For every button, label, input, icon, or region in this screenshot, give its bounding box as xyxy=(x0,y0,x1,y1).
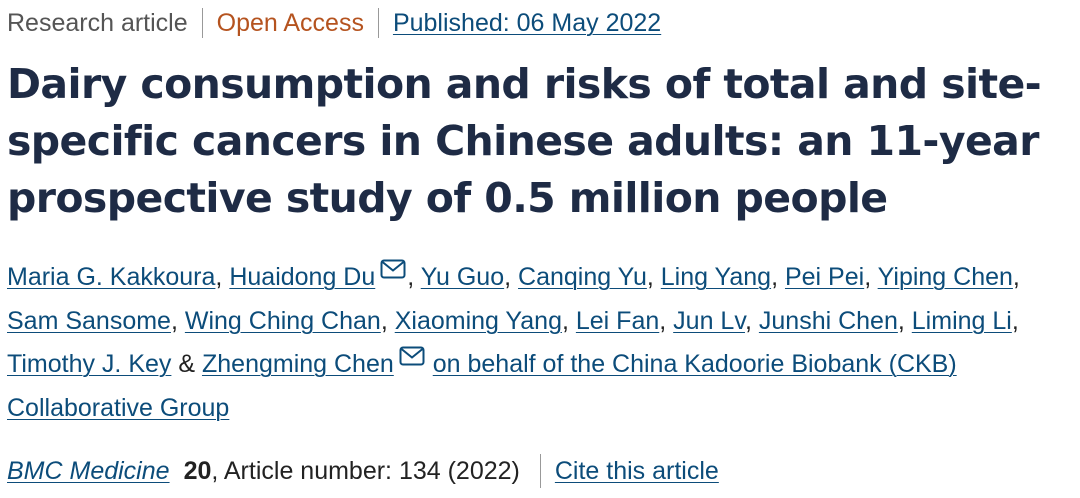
author-link[interactable]: Wing Ching Chan xyxy=(184,306,381,335)
author-separator: , xyxy=(744,306,759,335)
author-link[interactable]: Maria G. Kakkoura xyxy=(7,263,216,291)
author-link[interactable]: Sam Sansome xyxy=(7,306,171,335)
article-type: Research article xyxy=(7,9,188,37)
journal-link[interactable]: BMC Medicine xyxy=(7,457,170,485)
author-separator xyxy=(426,350,433,378)
article-number: , Article number: 134 (2022) xyxy=(211,457,520,485)
author-link[interactable]: Yiping Chen xyxy=(877,263,1013,291)
meta-divider xyxy=(201,8,203,38)
author-link[interactable]: Liming Li xyxy=(911,306,1012,335)
author-separator: , xyxy=(407,263,421,291)
author-link[interactable]: Jun Lv xyxy=(673,306,745,335)
mail-icon[interactable] xyxy=(380,259,406,279)
author-separator: , xyxy=(380,306,395,335)
author-separator: , xyxy=(1012,263,1020,291)
author-separator: & xyxy=(171,350,202,378)
author-link[interactable]: Lei Fan xyxy=(575,306,660,335)
volume-number: 20 xyxy=(183,457,212,485)
author-separator: , xyxy=(215,263,230,291)
author-link[interactable]: Canqing Yu xyxy=(518,263,647,291)
author-link[interactable]: Ling Yang xyxy=(660,263,772,291)
meta-divider xyxy=(377,8,379,38)
citation-line: BMC Medicine 20 , Article number: 134 (2… xyxy=(7,452,719,490)
author-separator: , xyxy=(771,263,785,291)
author-link[interactable]: Junshi Chen xyxy=(758,306,898,335)
author-link[interactable]: Timothy J. Key xyxy=(7,350,172,378)
author-separator: , xyxy=(561,306,576,335)
author-separator: , xyxy=(864,263,878,291)
collaborative-group-link[interactable]: on behalf of the China Kadoorie Biobank … xyxy=(7,350,957,422)
author-separator: , xyxy=(504,263,519,291)
author-separator: , xyxy=(1011,306,1019,335)
published-date-link[interactable]: Published: 06 May 2022 xyxy=(392,9,662,37)
author-separator: , xyxy=(170,306,185,335)
citation-divider xyxy=(539,454,541,488)
mail-icon[interactable] xyxy=(399,346,425,366)
article-title: Dairy consumption and risks of total and… xyxy=(7,60,1042,222)
author-link[interactable]: Pei Pei xyxy=(784,263,865,291)
author-separator: , xyxy=(659,306,674,335)
author-separator: , xyxy=(897,306,912,335)
author-link[interactable]: Xiaoming Yang xyxy=(394,306,562,335)
author-list: Maria G. Kakkoura, Huaidong Du, Yu Guo, … xyxy=(7,256,1073,430)
cite-article-link[interactable]: Cite this article xyxy=(554,457,719,485)
author-separator: , xyxy=(646,263,661,291)
author-link[interactable]: Huaidong Du xyxy=(229,263,376,291)
article-meta: Research article Open Access Published: … xyxy=(7,6,661,40)
open-access-label: Open Access xyxy=(216,9,364,37)
author-link[interactable]: Yu Guo xyxy=(420,263,505,291)
author-link[interactable]: Zhengming Chen xyxy=(201,350,394,378)
